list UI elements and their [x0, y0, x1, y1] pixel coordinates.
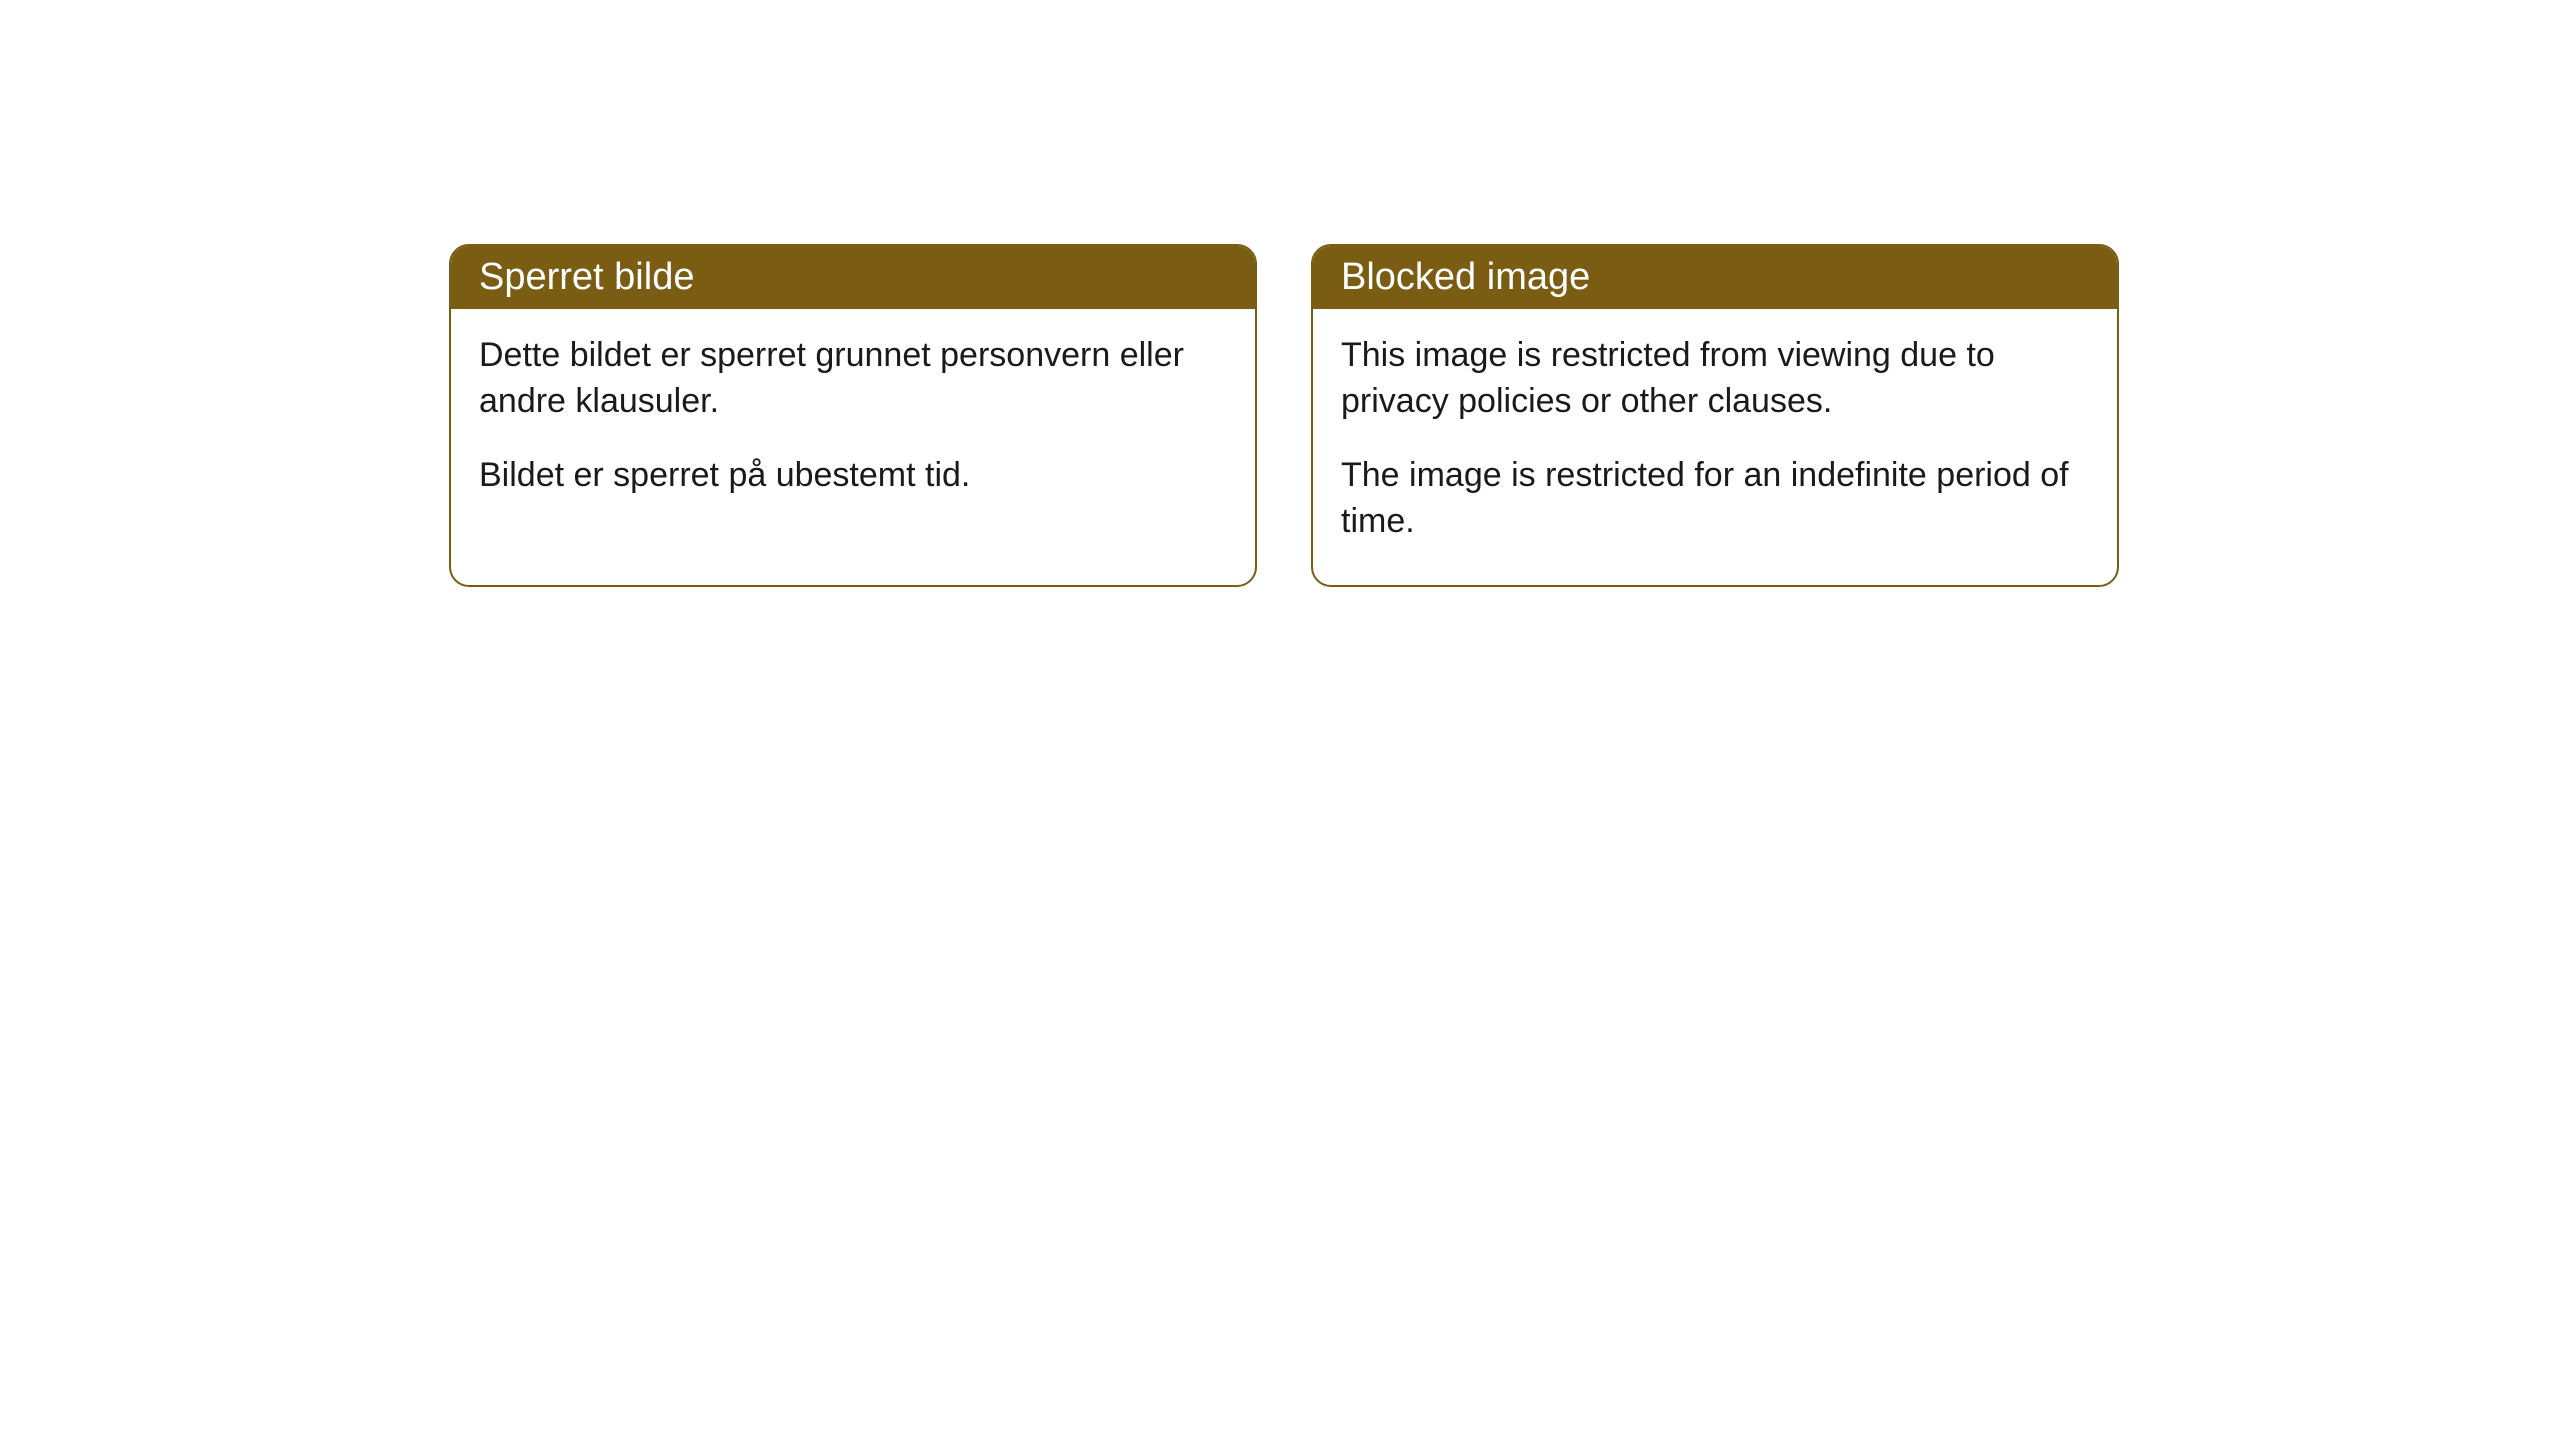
card-header: Sperret bilde [451, 246, 1255, 309]
card-paragraph: Bildet er sperret på ubestemt tid. [479, 453, 1227, 499]
card-body: This image is restricted from viewing du… [1313, 309, 2117, 585]
card-title: Sperret bilde [479, 256, 694, 298]
card-title: Blocked image [1341, 256, 1590, 298]
card-paragraph: The image is restricted for an indefinit… [1341, 453, 2089, 545]
notice-card-english: Blocked image This image is restricted f… [1311, 244, 2119, 587]
card-paragraph: This image is restricted from viewing du… [1341, 333, 2089, 425]
card-header: Blocked image [1313, 246, 2117, 309]
notice-container: Sperret bilde Dette bildet er sperret gr… [449, 244, 2119, 587]
notice-card-norwegian: Sperret bilde Dette bildet er sperret gr… [449, 244, 1257, 587]
card-body: Dette bildet er sperret grunnet personve… [451, 309, 1255, 539]
card-paragraph: Dette bildet er sperret grunnet personve… [479, 333, 1227, 425]
